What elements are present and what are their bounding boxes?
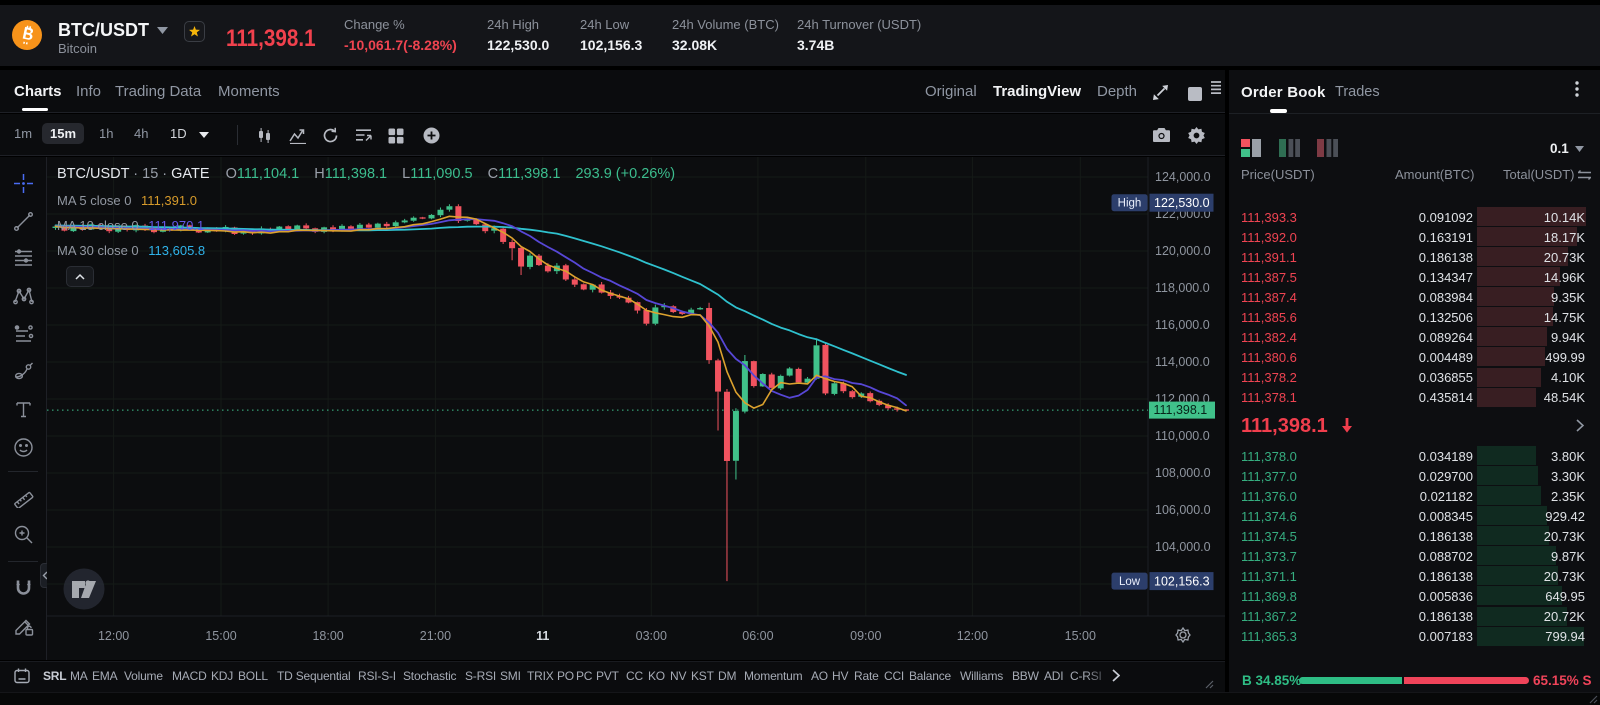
svg-text:12:00: 12:00 [957, 629, 988, 643]
svg-text:104,000.0: 104,000.0 [1155, 540, 1211, 554]
svg-text:03:00: 03:00 [636, 629, 667, 643]
svg-text:15:00: 15:00 [1065, 629, 1096, 643]
svg-text:15:00: 15:00 [205, 629, 236, 643]
svg-text:120,000.0: 120,000.0 [1155, 244, 1211, 258]
svg-text:110,000.0: 110,000.0 [1155, 429, 1210, 443]
svg-text:116,000.0: 116,000.0 [1155, 318, 1210, 332]
svg-text:Low: Low [1119, 576, 1141, 588]
svg-text:114,000.0: 114,000.0 [1155, 355, 1210, 369]
svg-text:111,398.1: 111,398.1 [1154, 403, 1208, 417]
svg-text:102,156.3: 102,156.3 [1154, 575, 1210, 589]
svg-text:108,000.0: 108,000.0 [1155, 466, 1211, 480]
svg-text:12:00: 12:00 [98, 629, 129, 643]
svg-text:122,530.0: 122,530.0 [1154, 196, 1210, 210]
svg-text:118,000.0: 118,000.0 [1155, 281, 1210, 295]
svg-text:High: High [1118, 198, 1142, 210]
svg-text:11: 11 [536, 629, 549, 643]
svg-text:21:00: 21:00 [420, 629, 451, 643]
svg-text:18:00: 18:00 [312, 629, 343, 643]
svg-text:106,000.0: 106,000.0 [1155, 503, 1211, 517]
svg-text:124,000.0: 124,000.0 [1155, 170, 1211, 184]
svg-text:09:00: 09:00 [850, 629, 881, 643]
svg-text:06:00: 06:00 [742, 629, 773, 643]
